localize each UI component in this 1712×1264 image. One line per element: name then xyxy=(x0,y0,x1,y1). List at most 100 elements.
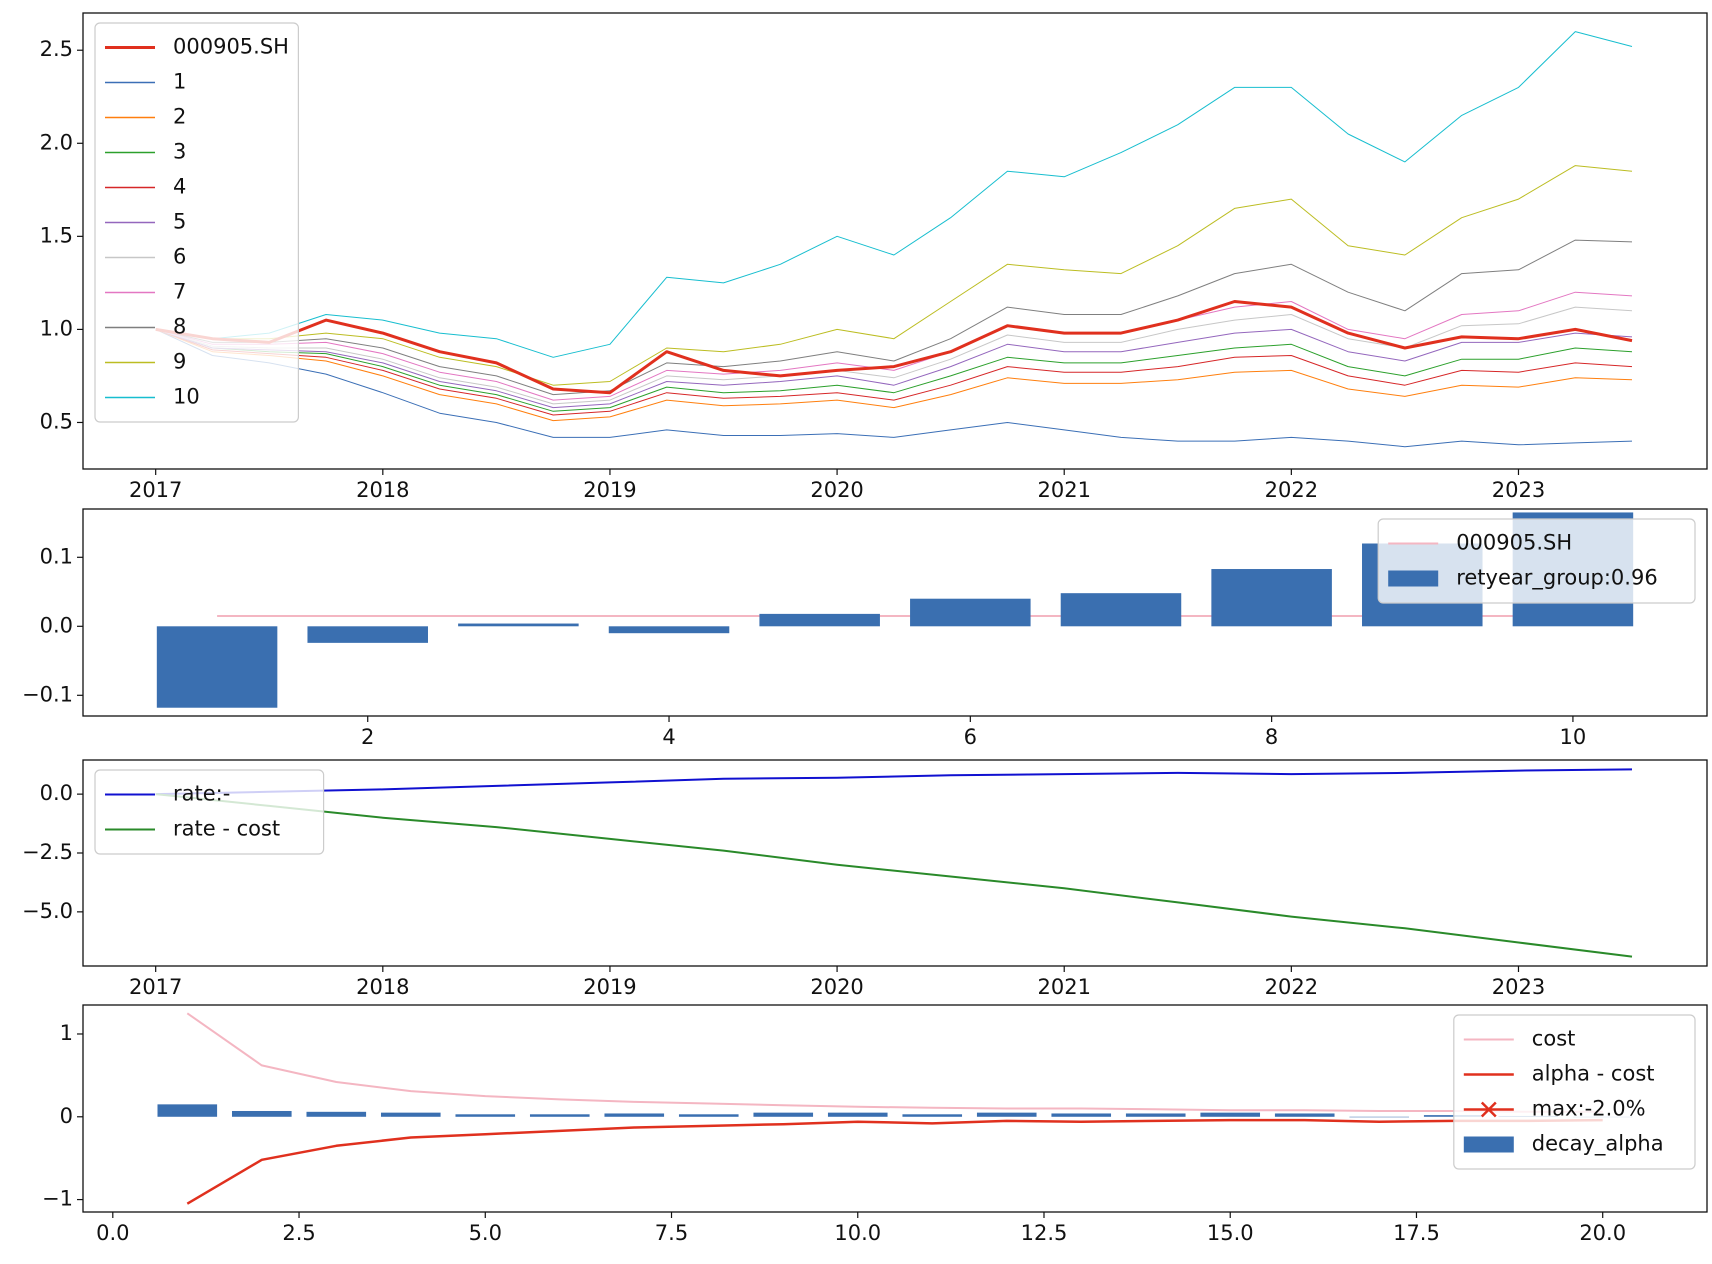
x-tick-label: 2021 xyxy=(1037,478,1090,502)
legend-box xyxy=(1453,1014,1696,1170)
y-tick-label: −1 xyxy=(42,1187,73,1211)
y-tick-label: −0.1 xyxy=(22,682,73,706)
legend-label: max:-2.0% xyxy=(1532,1097,1646,1121)
bar xyxy=(608,626,730,634)
y-tick-label: 1.0 xyxy=(40,316,73,340)
legend-label: rate:- xyxy=(173,782,230,806)
bar xyxy=(902,1114,963,1117)
line xyxy=(155,328,1633,416)
x-tick-label: 2 xyxy=(361,725,374,749)
y-tick-label: 0 xyxy=(60,1104,73,1128)
y-tick-label: 0.1 xyxy=(40,544,73,568)
bar xyxy=(1125,1113,1186,1117)
x-tick-label: 10.0 xyxy=(834,1221,881,1245)
legend-label: 2 xyxy=(173,105,186,129)
panel: 2017 2018 2019 2020 2021 2022 2023 0.0 −2.5 −5.0 r… xyxy=(22,759,1708,999)
axes-frame xyxy=(82,759,1708,967)
plot-area xyxy=(157,1012,1633,1205)
legend-box xyxy=(94,22,299,423)
bar xyxy=(1274,1113,1335,1117)
line xyxy=(155,165,1633,386)
panel: 0.0 2.5 5.0 7.5 10.0 12.5 15.0 17.5 20.0 −1 0 1 cost… xyxy=(42,1004,1708,1245)
y-tick-label: 2.0 xyxy=(40,130,73,154)
y-tick-label: −2.5 xyxy=(22,840,73,864)
y-tick-label: 0.0 xyxy=(40,613,73,637)
x-tick-label: 2020 xyxy=(810,975,863,999)
bar xyxy=(1051,1113,1112,1117)
bar xyxy=(759,613,880,627)
line xyxy=(155,239,1633,396)
legend-label: 000905.SH xyxy=(1456,531,1572,555)
line xyxy=(155,291,1633,401)
legend: cost alpha - cost max:-2.0% decay_alpha xyxy=(1453,1014,1696,1170)
x-tick-label: 0.0 xyxy=(96,1221,129,1245)
bar xyxy=(1200,1112,1261,1117)
bar xyxy=(157,1104,218,1117)
plot-area xyxy=(155,31,1633,448)
x-tick-label: 7.5 xyxy=(655,1221,688,1245)
legend: 000905.SH retyear_group:0.96 xyxy=(1377,518,1696,604)
bar xyxy=(306,1111,367,1117)
x-tick-label: 2017 xyxy=(129,975,182,999)
line xyxy=(155,328,1633,422)
legend-label: rate - cost xyxy=(173,817,280,841)
line xyxy=(155,328,1633,412)
legend-label: cost xyxy=(1532,1027,1576,1051)
line xyxy=(155,31,1633,358)
axes-frame xyxy=(82,508,1708,717)
legend-box xyxy=(94,769,325,855)
legend-marker xyxy=(1480,1101,1497,1118)
legend-label: 6 xyxy=(173,245,186,269)
axes-frame xyxy=(82,12,1708,470)
bar xyxy=(976,1112,1037,1117)
line xyxy=(155,768,1633,796)
line xyxy=(155,306,1633,405)
bar xyxy=(529,1114,590,1117)
y-tick-label: −5.0 xyxy=(22,899,73,923)
bar xyxy=(307,626,428,643)
legend-label: retyear_group:0.96 xyxy=(1456,566,1658,591)
y-tick-label: 0.5 xyxy=(40,409,73,433)
x-tick-label: 2.5 xyxy=(282,1221,315,1245)
legend: rate:- rate - cost xyxy=(94,769,325,855)
line xyxy=(155,793,1633,958)
bar xyxy=(156,626,278,708)
legend-label: decay_alpha xyxy=(1532,1132,1664,1157)
bar xyxy=(753,1112,814,1117)
bar xyxy=(1349,1116,1410,1118)
y-tick-label: 0.0 xyxy=(40,781,73,805)
x-tick-label: 2017 xyxy=(129,478,182,502)
legend-label: 3 xyxy=(173,140,186,164)
panel: 2017 2018 2019 2020 2021 2022 2023 0.5 1.0 1.5 2.0… xyxy=(40,12,1708,502)
y-tick-label: 2.5 xyxy=(40,37,73,61)
x-tick-label: 8 xyxy=(1265,725,1278,749)
legend-swatch xyxy=(1388,570,1439,587)
legend-label: 10 xyxy=(173,385,200,409)
legend-label: 5 xyxy=(173,210,186,234)
bar xyxy=(1211,569,1332,627)
line xyxy=(155,328,1633,448)
x-tick-label: 17.5 xyxy=(1393,1221,1440,1245)
x-tick-label: 2022 xyxy=(1265,478,1318,502)
axes-frame xyxy=(82,1004,1708,1213)
legend-swatch xyxy=(1463,1136,1514,1153)
x-tick-label: 2021 xyxy=(1037,975,1090,999)
line xyxy=(186,1118,1603,1205)
x-tick-label: 2019 xyxy=(583,478,636,502)
legend-label: 8 xyxy=(173,315,186,339)
plot-area xyxy=(155,768,1633,958)
line xyxy=(155,300,1633,395)
legend-label: 000905.SH xyxy=(173,35,289,59)
x-tick-label: 6 xyxy=(964,725,977,749)
legend-label: 4 xyxy=(173,175,186,199)
x-tick-label: 2020 xyxy=(810,478,863,502)
bar xyxy=(910,598,1031,627)
x-tick-label: 2018 xyxy=(356,975,409,999)
y-tick-label: 1.5 xyxy=(40,223,73,247)
x-tick-label: 5.0 xyxy=(469,1221,502,1245)
panel: 2 4 6 8 10 −0.1 0.0 0.1 000905.SH retyear_group:0… xyxy=(22,508,1708,749)
bar xyxy=(458,623,579,627)
x-tick-label: 2023 xyxy=(1492,975,1545,999)
legend-label: alpha - cost xyxy=(1532,1062,1655,1086)
